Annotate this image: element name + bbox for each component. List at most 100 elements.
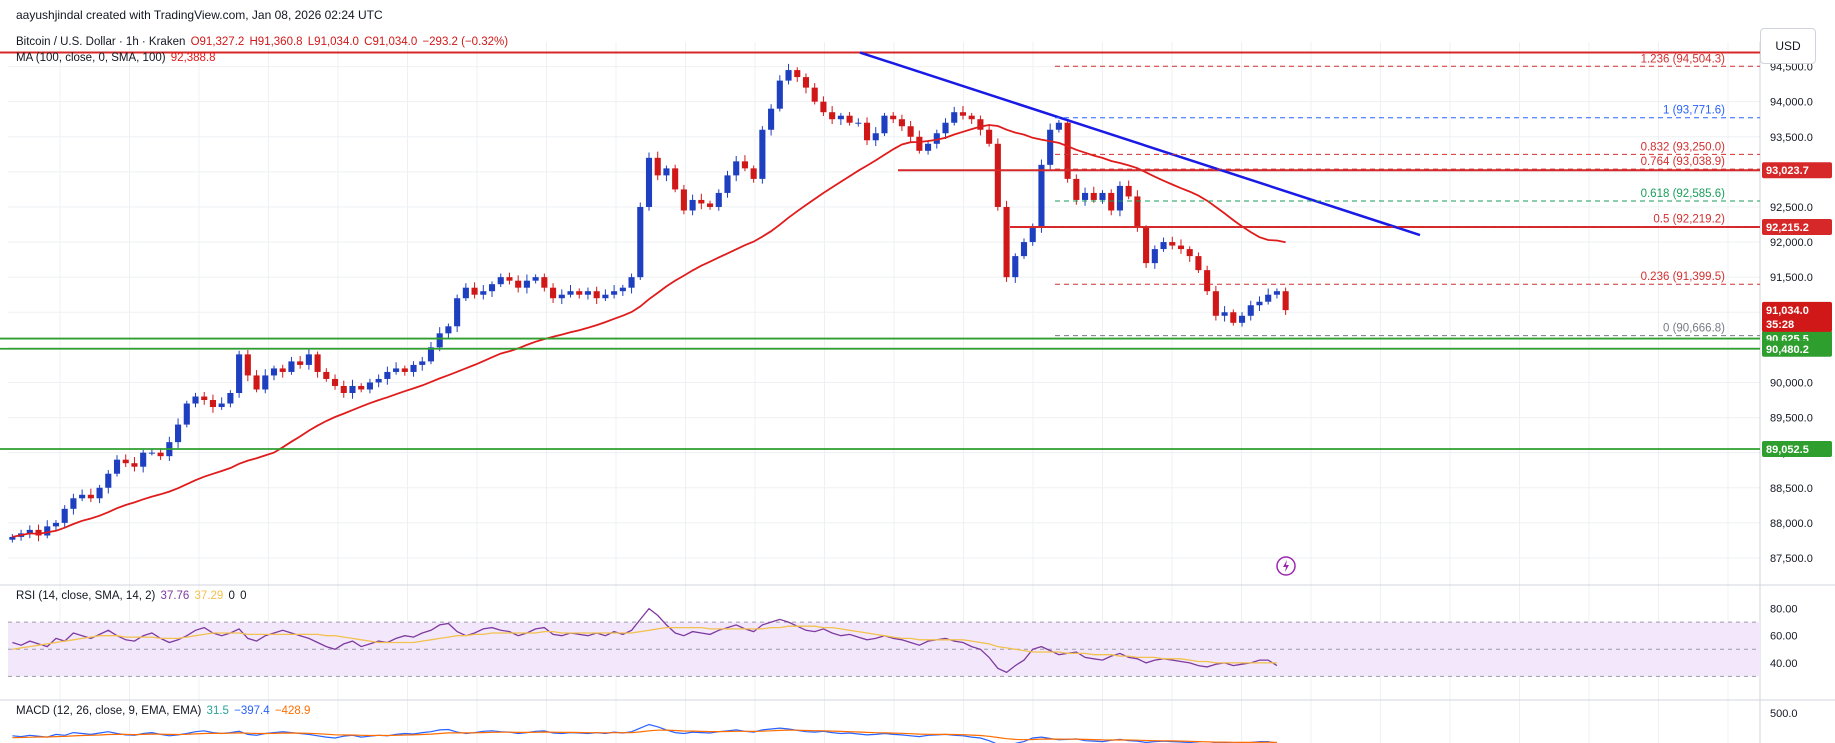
candle-body — [1212, 291, 1219, 316]
candle-body — [35, 529, 42, 536]
candle-body — [1151, 249, 1158, 264]
price-tick-label: 89,500.0 — [1770, 413, 1813, 425]
candle-body — [358, 385, 365, 390]
candle-body — [1047, 129, 1054, 165]
candle-body — [541, 277, 548, 288]
candle-body — [87, 494, 94, 499]
signal-value: −428.9 — [274, 705, 311, 717]
candle-body — [1029, 228, 1036, 243]
candle-body — [244, 354, 251, 376]
candle-body — [977, 119, 984, 130]
fib-level-label: 1 (93,771.6) — [1663, 105, 1725, 117]
fib-level-label: 0.5 (92,219.2) — [1653, 214, 1725, 226]
candle-body — [262, 375, 269, 390]
currency-button[interactable]: USD — [1760, 28, 1816, 64]
candle-body — [1055, 122, 1062, 130]
resistance-price-tag: 92,215.2 — [1766, 222, 1809, 234]
candle-body — [393, 368, 400, 372]
candle-body — [297, 361, 304, 365]
rsi-tick-label: 40.00 — [1770, 658, 1798, 670]
macd-legend[interactable]: MACD (12, 26, close, 9, EMA, EMA) 31.5 −… — [16, 705, 312, 717]
candle-body — [750, 168, 757, 179]
candle-body — [1186, 249, 1193, 257]
candle-body — [140, 452, 147, 467]
price-tick-label: 88,500.0 — [1770, 483, 1813, 495]
candle-body — [855, 122, 862, 124]
ohlc-change: −293.2 (−0.32%) — [422, 36, 509, 48]
candle-body — [1273, 291, 1280, 295]
support-price-tag: 90,480.2 — [1766, 344, 1809, 356]
candle-body — [1134, 196, 1141, 229]
candle-body — [837, 115, 844, 120]
candle-body — [1020, 242, 1028, 257]
candle-body — [1090, 192, 1097, 200]
candle-body — [323, 371, 330, 379]
rsi-legend[interactable]: RSI (14, close, SMA, 14, 2) 37.76 37.29 … — [16, 590, 249, 602]
candle-body — [933, 133, 940, 144]
candle-body — [183, 403, 190, 425]
ohlc-open: O91,327.2 — [190, 36, 245, 48]
candle-body — [654, 157, 661, 176]
price-tick-label: 92,500.0 — [1770, 202, 1813, 214]
candle-body — [70, 498, 77, 509]
candle-body — [427, 347, 435, 362]
candle-body — [44, 526, 51, 536]
candle-body — [567, 291, 574, 295]
candle-body — [637, 206, 644, 278]
candle-body — [122, 459, 129, 464]
candle-body — [890, 115, 897, 120]
candle-body — [925, 143, 932, 151]
support-price-tag: 89,052.5 — [1766, 444, 1809, 456]
candle-body — [1195, 256, 1202, 271]
candle-body — [331, 378, 339, 386]
candle-body — [558, 294, 565, 299]
candle-body — [288, 361, 295, 372]
candle-body — [645, 157, 653, 207]
candle-body — [672, 168, 679, 190]
price-tick-label: 90,000.0 — [1770, 377, 1813, 389]
price-tick-label: 93,500.0 — [1770, 132, 1813, 144]
candle-body — [218, 403, 225, 408]
fib-level-label: 1.236 (94,504.3) — [1641, 53, 1726, 65]
candle-body — [506, 277, 513, 281]
candle-body — [1012, 256, 1019, 278]
price-tick-label: 91,500.0 — [1770, 272, 1813, 284]
candle-body — [1204, 270, 1211, 292]
candle-body — [698, 199, 705, 204]
candle-body — [776, 80, 783, 109]
candle-body — [733, 161, 740, 176]
candle-body — [898, 119, 905, 127]
spark-icon[interactable] — [1274, 554, 1298, 578]
candle-body — [52, 522, 60, 527]
candle-body — [724, 175, 731, 193]
ma-legend[interactable]: MA (100, close, 0, SMA, 100) 92,388.8 — [16, 52, 218, 64]
resistance-price-tag-bg — [1762, 218, 1832, 235]
candle-body — [1265, 294, 1272, 302]
candle-body — [314, 354, 321, 372]
candle-body — [811, 87, 818, 102]
symbol-legend[interactable]: Bitcoin / U.S. Dollar · 1h · Kraken O91,… — [16, 36, 510, 48]
candle-body — [462, 287, 469, 299]
candle-body — [1256, 301, 1263, 306]
candle-body — [471, 287, 478, 295]
candle-body — [959, 112, 967, 116]
candle-body — [175, 424, 182, 443]
candle-body — [951, 112, 958, 123]
candle-body — [366, 382, 373, 390]
candle-body — [619, 287, 626, 292]
candle-body — [1064, 122, 1071, 179]
macd-hist-value: 31.5 — [206, 705, 229, 717]
candle-body — [1082, 192, 1089, 200]
macd-value: −397.4 — [234, 705, 270, 717]
support-price-tag-bg — [1762, 440, 1832, 457]
ohlc-high: H91,360.8 — [249, 36, 303, 48]
candle-body — [105, 473, 112, 488]
candle-body — [1003, 206, 1010, 278]
candle-body — [768, 108, 775, 130]
candle-body — [907, 126, 914, 137]
candle-body — [759, 129, 766, 179]
fib-level-label: 0.832 (93,250.0) — [1641, 141, 1726, 153]
macd-label: MACD (12, 26, close, 9, EMA, EMA) — [16, 705, 202, 717]
